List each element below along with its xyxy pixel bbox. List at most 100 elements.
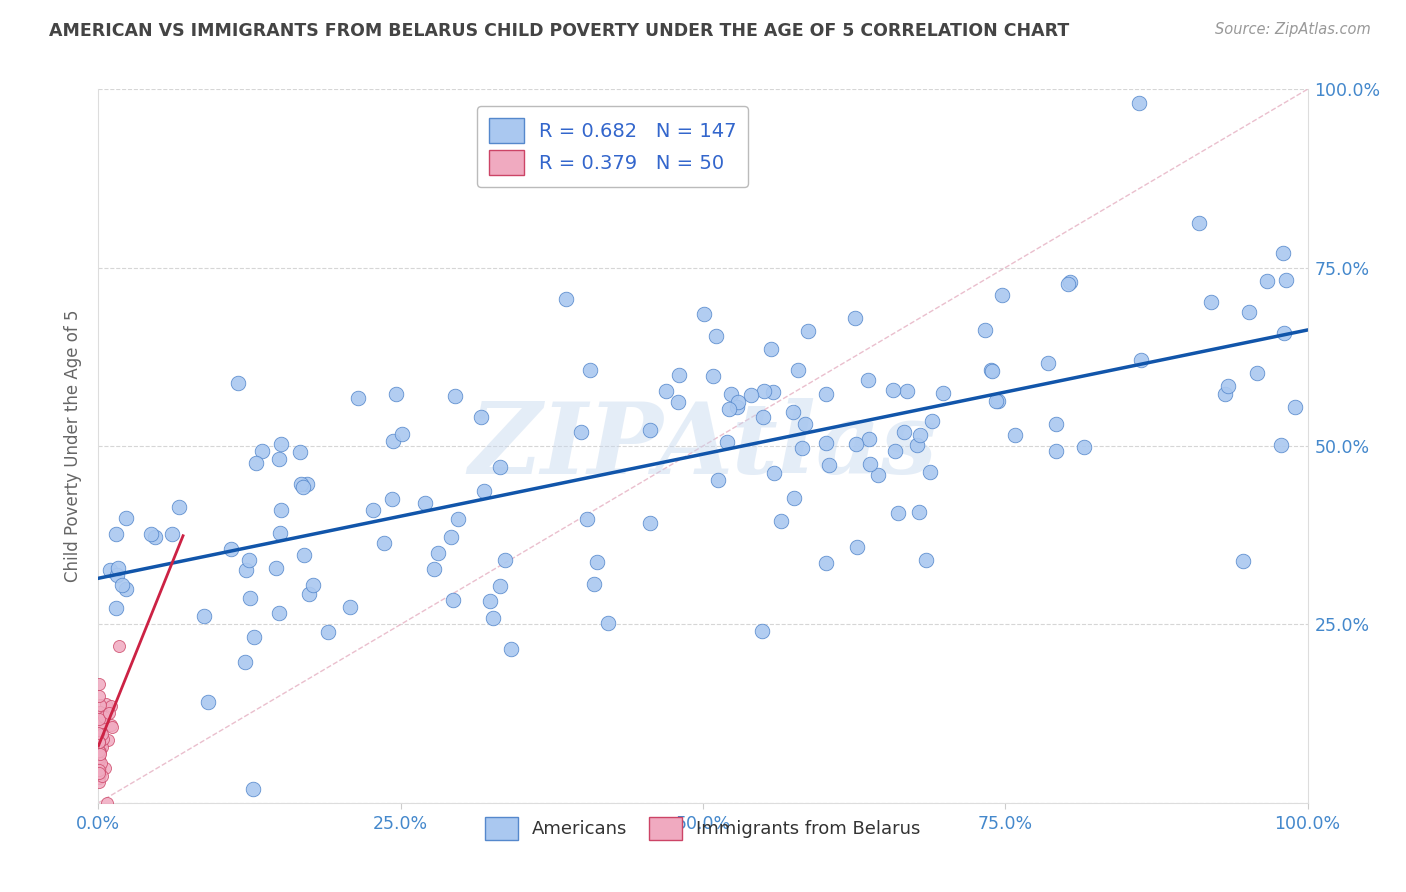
- Point: [270, 503, 292, 517]
- Point: [339, 600, 361, 615]
- Point: [1045, 443, 1067, 458]
- Point: [579, 363, 602, 377]
- Point: [382, 434, 405, 448]
- Point: [89, 721, 111, 735]
- Point: [893, 425, 915, 439]
- Point: [347, 391, 370, 405]
- Point: [115, 582, 138, 597]
- Point: [443, 389, 465, 403]
- Point: [814, 387, 837, 401]
- Point: [89, 752, 111, 766]
- Point: [707, 473, 730, 487]
- Point: [440, 531, 463, 545]
- Point: [991, 288, 1014, 302]
- Point: [269, 607, 291, 621]
- Y-axis label: Child Poverty Under the Age of 5: Child Poverty Under the Age of 5: [65, 310, 83, 582]
- Point: [89, 766, 111, 780]
- Point: [391, 427, 413, 442]
- Point: [720, 386, 742, 401]
- Point: [866, 468, 889, 483]
- Point: [160, 527, 183, 541]
- Point: [585, 555, 607, 569]
- Point: [94, 761, 117, 775]
- Point: [381, 491, 404, 506]
- Point: [105, 568, 128, 582]
- Point: [907, 438, 929, 452]
- Point: [1045, 417, 1067, 431]
- Point: [91, 732, 114, 747]
- Point: [93, 710, 115, 724]
- Point: [1237, 305, 1260, 319]
- Point: [89, 761, 111, 775]
- Point: [447, 511, 470, 525]
- Point: [87, 705, 110, 719]
- Point: [596, 616, 619, 631]
- Point: [1218, 379, 1240, 393]
- Point: [751, 624, 773, 638]
- Point: [883, 443, 905, 458]
- Point: [269, 451, 291, 466]
- Point: [1130, 353, 1153, 368]
- Point: [269, 526, 291, 541]
- Point: [101, 720, 124, 734]
- Point: [87, 720, 110, 734]
- Point: [844, 311, 866, 326]
- Point: [292, 480, 315, 494]
- Point: [1057, 277, 1080, 291]
- Point: [243, 630, 266, 644]
- Point: [98, 706, 121, 720]
- Point: [727, 395, 749, 409]
- Point: [479, 593, 502, 607]
- Point: [907, 505, 929, 519]
- Point: [859, 458, 882, 472]
- Point: [114, 511, 136, 525]
- Point: [239, 591, 262, 606]
- Point: [87, 771, 110, 785]
- Point: [87, 763, 110, 777]
- Point: [1036, 356, 1059, 370]
- Point: [818, 458, 841, 472]
- Point: [238, 553, 260, 567]
- Point: [90, 715, 112, 730]
- Point: [770, 514, 793, 528]
- Point: [717, 401, 740, 416]
- Point: [87, 715, 110, 730]
- Point: [1272, 245, 1295, 260]
- Point: [98, 563, 121, 577]
- Point: [235, 563, 257, 577]
- Point: [143, 530, 166, 544]
- Point: [290, 476, 312, 491]
- Point: [792, 441, 814, 455]
- Point: [725, 401, 748, 415]
- Point: [754, 384, 776, 399]
- Point: [413, 496, 436, 510]
- Point: [89, 744, 111, 758]
- Point: [1232, 554, 1254, 568]
- Point: [582, 577, 605, 591]
- Point: [704, 329, 727, 343]
- Point: [91, 739, 114, 754]
- Point: [89, 747, 111, 761]
- Point: [87, 744, 110, 758]
- Point: [87, 747, 110, 761]
- Point: [1128, 96, 1150, 111]
- Point: [250, 444, 273, 458]
- Point: [488, 578, 510, 592]
- Point: [569, 425, 592, 440]
- Point: [87, 741, 110, 756]
- Point: [974, 323, 997, 337]
- Point: [193, 609, 215, 624]
- Point: [87, 734, 110, 748]
- Point: [292, 549, 315, 563]
- Point: [89, 698, 111, 712]
- Point: [908, 428, 931, 442]
- Point: [441, 593, 464, 607]
- Point: [1284, 400, 1306, 414]
- Point: [1256, 274, 1278, 288]
- Point: [89, 705, 111, 719]
- Point: [87, 748, 110, 763]
- Point: [856, 373, 879, 387]
- Point: [920, 465, 942, 479]
- Point: [90, 756, 112, 770]
- Point: [1272, 326, 1295, 341]
